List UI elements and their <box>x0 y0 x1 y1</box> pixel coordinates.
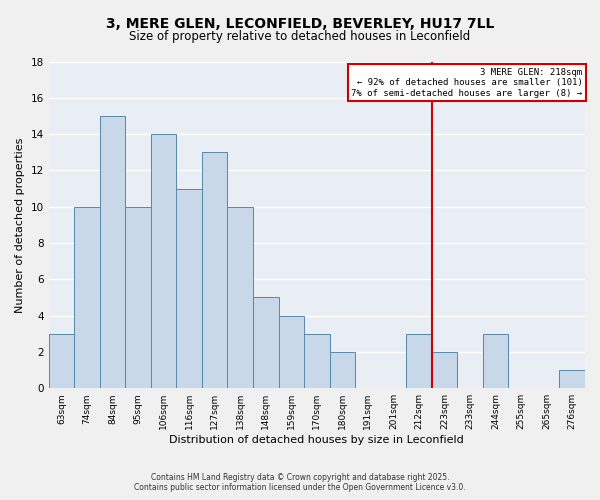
Bar <box>202 152 227 388</box>
X-axis label: Distribution of detached houses by size in Leconfield: Distribution of detached houses by size … <box>169 435 464 445</box>
Bar <box>151 134 176 388</box>
Bar <box>559 370 585 388</box>
Bar <box>227 206 253 388</box>
Y-axis label: Number of detached properties: Number of detached properties <box>15 137 25 312</box>
Bar <box>406 334 432 388</box>
Bar <box>176 188 202 388</box>
Bar <box>483 334 508 388</box>
Bar <box>432 352 457 388</box>
Text: Contains HM Land Registry data © Crown copyright and database right 2025.
Contai: Contains HM Land Registry data © Crown c… <box>134 473 466 492</box>
Bar <box>329 352 355 388</box>
Bar <box>253 298 278 388</box>
Bar <box>74 206 100 388</box>
Bar <box>278 316 304 388</box>
Bar <box>49 334 74 388</box>
Bar <box>100 116 125 388</box>
Text: 3, MERE GLEN, LECONFIELD, BEVERLEY, HU17 7LL: 3, MERE GLEN, LECONFIELD, BEVERLEY, HU17… <box>106 18 494 32</box>
Bar <box>125 206 151 388</box>
Text: Size of property relative to detached houses in Leconfield: Size of property relative to detached ho… <box>130 30 470 43</box>
Text: 3 MERE GLEN: 218sqm
← 92% of detached houses are smaller (101)
7% of semi-detach: 3 MERE GLEN: 218sqm ← 92% of detached ho… <box>351 68 583 98</box>
Bar <box>304 334 329 388</box>
